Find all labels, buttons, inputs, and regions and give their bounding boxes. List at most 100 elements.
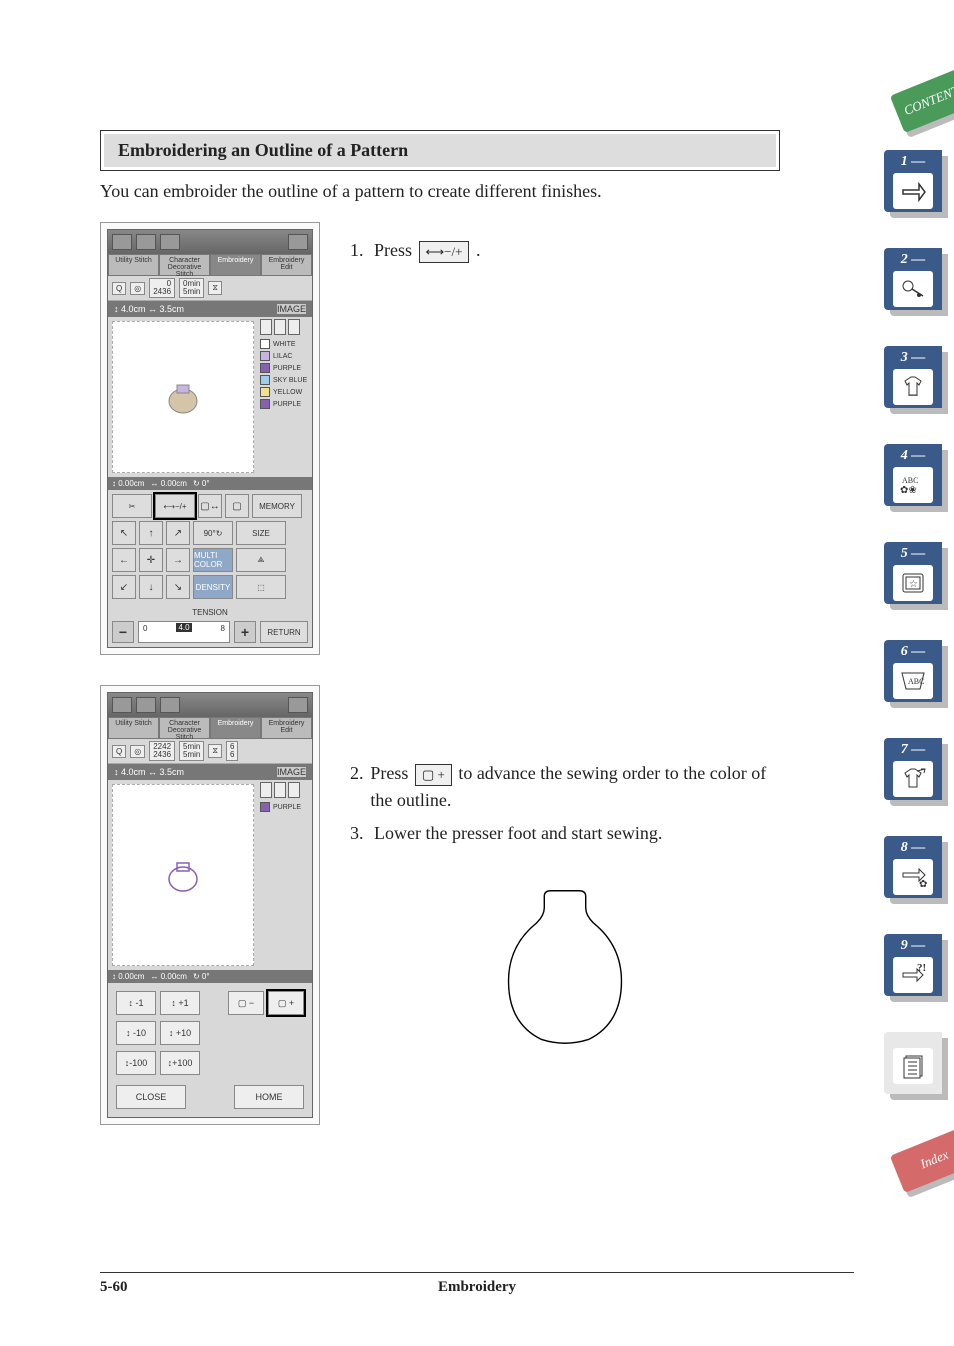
step-2: 2. Press ▢ + to advance the sewing order… (350, 760, 780, 814)
frame-button[interactable]: ▢ (225, 494, 249, 518)
mirror-button[interactable]: ▢↔ (198, 494, 222, 518)
chapter-icon: ABC (893, 663, 933, 699)
thread-swatch (260, 802, 270, 812)
image-button[interactable]: IMAGE (277, 304, 306, 314)
pos-v: 0.00cm (118, 972, 144, 981)
density-button[interactable]: DENSITY (193, 575, 233, 599)
move-w[interactable]: ← (112, 548, 136, 572)
move-s[interactable]: ↓ (139, 575, 163, 599)
step-3: 3. Lower the presser foot and start sewi… (350, 820, 780, 847)
tab-embroidery-edit[interactable]: Embroidery Edit (261, 717, 312, 739)
move-e[interactable]: → (166, 548, 190, 572)
appendix-tab[interactable] (884, 1032, 948, 1102)
index-tab[interactable]: Index (884, 1126, 948, 1186)
multicolor-button[interactable]: MULTI COLOR (193, 548, 233, 572)
step-number: 1. (350, 237, 374, 264)
tension-scale: 0 4.0 8 (138, 621, 230, 643)
section-heading-box: Embroidering an Outline of a Pattern (100, 130, 780, 171)
tab-decorative[interactable]: Character Decorative Stitch (159, 717, 210, 739)
svg-text:✿❀: ✿❀ (900, 485, 917, 496)
mirror-icon-button[interactable]: ⟁ (236, 548, 286, 572)
close-button[interactable]: CLOSE (116, 1085, 186, 1109)
tab-utility[interactable]: Utility Stitch (108, 254, 159, 276)
status-row: Q◎ 2242 2436 5min 5min ⧖ 6 6 (108, 739, 312, 764)
chapter-1-tab[interactable]: 1 — (884, 150, 948, 224)
image-button[interactable]: IMAGE (277, 767, 306, 777)
chapter-7-tab[interactable]: 7 — (884, 738, 948, 812)
thread-swatch (260, 339, 270, 349)
move-sw[interactable]: ↙ (112, 575, 136, 599)
pos-h: 0.00cm (161, 479, 187, 488)
stitch-minus-10[interactable]: ↕ -10 (116, 1021, 156, 1045)
move-center[interactable]: ✛ (139, 548, 163, 572)
tension-max: 8 (221, 624, 225, 633)
color-prev[interactable]: ▢ − (228, 991, 264, 1015)
thread-label: LILAC (273, 353, 292, 360)
page-footer: 5-60 Embroidery (100, 1272, 854, 1296)
tension-plus[interactable]: + (234, 621, 256, 643)
chapter-number: 7 — (901, 742, 926, 758)
pos-rot: 0° (202, 972, 210, 981)
chapter-number: 6 — (901, 644, 926, 660)
rotate-button[interactable]: 90°↻ (193, 521, 233, 545)
selection-button[interactable]: ⬚ (236, 575, 286, 599)
thread-label: PURPLE (273, 365, 301, 372)
tab-embroidery[interactable]: Embroidery (210, 717, 261, 739)
vase-outline-figure (495, 887, 635, 1047)
tab-decorative[interactable]: Character Decorative Stitch (159, 254, 210, 276)
stitch-plus-100[interactable]: ↕+100 (160, 1051, 200, 1075)
color-next[interactable]: ▢ + (268, 991, 304, 1015)
chapter-icon: ☆ (893, 565, 933, 601)
chapter-3-tab[interactable]: 3 — (884, 346, 948, 420)
dim-width: 3.5cm (160, 767, 185, 777)
stitch-plus-10[interactable]: ↕ +10 (160, 1021, 200, 1045)
dimension-bar: ↕ 4.0cm ↔ 3.5cm IMAGE (108, 764, 312, 780)
tension-label: TENSION (108, 606, 312, 617)
machine-screenshot-1: Utility Stitch Character Decorative Stit… (100, 222, 320, 655)
memory-button[interactable]: MEMORY (252, 494, 302, 518)
thread-swatch (260, 363, 270, 373)
chapter-icon (893, 369, 933, 405)
thread-swatch (260, 375, 270, 385)
screen-toolbar (108, 230, 312, 254)
stitch-minus-1[interactable]: ↕ -1 (116, 991, 156, 1015)
thread-label: YELLOW (273, 389, 302, 396)
tab-embroidery[interactable]: Embroidery (210, 254, 261, 276)
step-3-text: Lower the presser foot and start sewing. (374, 820, 662, 847)
chapter-icon: ✿ (893, 859, 933, 895)
chapter-number: 9 — (901, 938, 926, 954)
chapter-5-tab[interactable]: 5 —☆ (884, 542, 948, 616)
contents-tab[interactable]: CONTENTS (884, 66, 948, 126)
chapter-number: 1 — (901, 154, 926, 170)
move-n[interactable]: ↑ (139, 521, 163, 545)
pos-rot: 0° (202, 479, 210, 488)
chapter-6-tab[interactable]: 6 — ABC (884, 640, 948, 714)
chapter-8-tab[interactable]: 8 —✿ (884, 836, 948, 910)
stitch-nav-button[interactable]: ⟷−/+ (155, 494, 195, 518)
thread-list: WHITE LILAC PURPLE SKY BLUE YELLOW PURPL… (258, 317, 312, 477)
chapter-2-tab[interactable]: 2 — (884, 248, 948, 322)
pos-h: 0.00cm (161, 972, 187, 981)
size-button[interactable]: SIZE (236, 521, 286, 545)
step-number: 2. (350, 760, 370, 814)
screen-toolbar (108, 693, 312, 717)
side-navigation-tabs: CONTENTS 1 — 2 — 3 — 4 —ABC✿❀ 5 —☆ 6 — AB… (884, 66, 954, 1210)
home-button[interactable]: HOME (234, 1085, 304, 1109)
move-ne[interactable]: ↗ (166, 521, 190, 545)
move-se[interactable]: ↘ (166, 575, 190, 599)
pos-v: 0.00cm (118, 479, 144, 488)
chapter-4-tab[interactable]: 4 —ABC✿❀ (884, 444, 948, 518)
page-number: 5-60 (100, 1279, 128, 1296)
contents-label: CONTENTS (902, 80, 954, 119)
tab-utility[interactable]: Utility Stitch (108, 717, 159, 739)
position-bar: ↕ 0.00cm ↔ 0.00cm ↻ 0° (108, 970, 312, 983)
tab-embroidery-edit[interactable]: Embroidery Edit (261, 254, 312, 276)
return-button[interactable]: RETURN (260, 621, 308, 643)
chapter-9-tab[interactable]: 9 —?! (884, 934, 948, 1008)
tension-minus[interactable]: − (112, 621, 134, 643)
stitch-count-bottom: 2436 (153, 288, 171, 296)
cut-button[interactable]: ✂ (112, 494, 152, 518)
stitch-plus-1[interactable]: ↕ +1 (160, 991, 200, 1015)
move-nw[interactable]: ↖ (112, 521, 136, 545)
stitch-minus-100[interactable]: ↕-100 (116, 1051, 156, 1075)
